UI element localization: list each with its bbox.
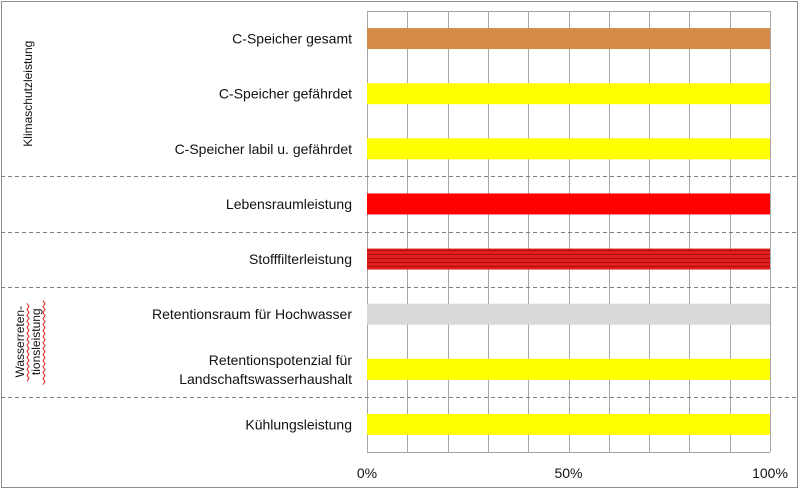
bar — [367, 358, 770, 380]
category-label: C-Speicher gesamt — [232, 31, 352, 47]
spellcheck-underline — [26, 303, 30, 382]
category-label: Lebensraumleistung — [226, 196, 352, 212]
bar — [367, 193, 770, 215]
bar — [367, 413, 770, 435]
category-label: Retentionspotenzial für — [209, 352, 353, 368]
bar — [367, 248, 770, 270]
gridlines — [367, 11, 771, 453]
group-label: Wasserreten- — [13, 306, 27, 378]
category-label: Stofffilterleistung — [249, 251, 352, 267]
category-label: Landschaftswasserhaushalt — [179, 371, 352, 387]
x-axis-tick-labels: 0% 50% 100% — [357, 465, 788, 481]
category-label: C-Speicher gefährdet — [219, 86, 352, 102]
x-tick-label: 50% — [554, 465, 582, 481]
bar — [367, 83, 770, 105]
category-label: Retentionsraum für Hochwasser — [152, 306, 352, 322]
group-label: Klimaschutzleistung — [21, 41, 35, 147]
bar — [367, 303, 770, 325]
category-label: Kühlungsleistung — [245, 416, 352, 432]
x-tick-label: 100% — [752, 465, 788, 481]
bar — [367, 28, 770, 50]
bars — [367, 28, 770, 435]
bar — [367, 138, 770, 160]
category-labels: C-Speicher gesamt C-Speicher gefährdet C-S… — [152, 31, 352, 433]
category-label: C-Speicher labil u. gefährdet — [175, 141, 353, 157]
spellcheck-underline — [42, 300, 46, 385]
group-labels: Klimaschutzleistung Wasserreten-tionsleis… — [13, 41, 46, 385]
x-tick-label: 0% — [357, 465, 377, 481]
group-label: tionsleistung — [29, 308, 43, 375]
